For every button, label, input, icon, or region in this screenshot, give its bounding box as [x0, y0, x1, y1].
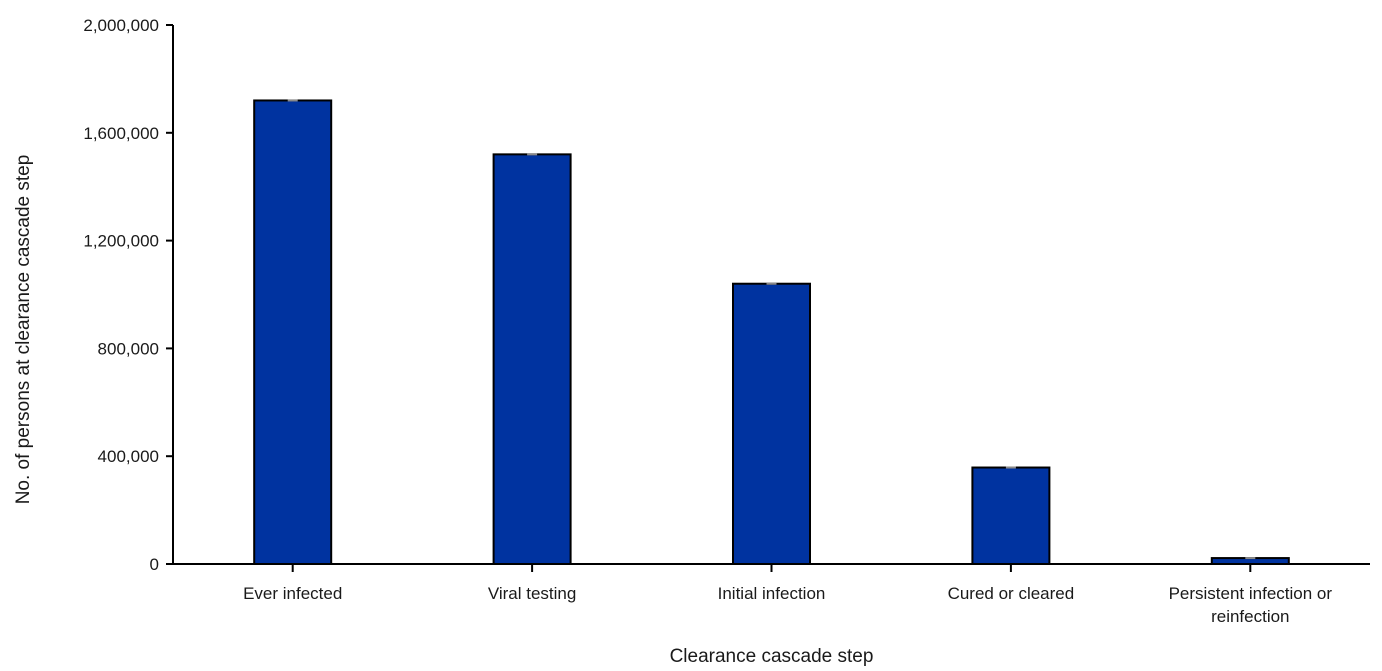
bar — [253, 99, 333, 566]
x-axis-title: Clearance cascade step — [670, 646, 874, 667]
y-tick-label: 800,000 — [98, 339, 159, 358]
x-tick-label: reinfection — [1211, 607, 1289, 626]
x-tick-label: Ever infected — [243, 584, 342, 603]
y-axis-title: No. of persons at clearance cascade step — [13, 155, 34, 505]
bar — [732, 282, 811, 565]
y-tick-label: 400,000 — [98, 447, 159, 466]
bar — [971, 466, 1051, 566]
y-tick-label: 0 — [150, 555, 159, 574]
x-tick-label: Viral testing — [488, 584, 577, 603]
y-tick-label: 1,600,000 — [83, 124, 159, 143]
x-tick-label: Persistent infection or — [1169, 584, 1333, 603]
bar — [492, 153, 572, 566]
x-tick-label: Cured or cleared — [948, 584, 1075, 603]
bar-series — [253, 99, 1290, 566]
x-axis-ticks: Ever infected Viral testing Initial infect… — [243, 564, 1332, 626]
x-tick-label: Initial infection — [718, 584, 826, 603]
y-tick-label: 2,000,000 — [83, 16, 159, 35]
y-tick-label: 1,200,000 — [83, 232, 159, 251]
y-axis-ticks: 0 400,000 800,000 1,200,000 1,600,000 2,000,0… — [83, 16, 173, 574]
